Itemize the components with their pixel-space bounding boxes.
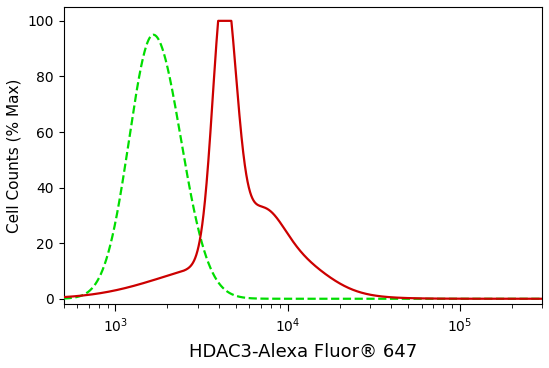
X-axis label: HDAC3-Alexa Fluor® 647: HDAC3-Alexa Fluor® 647 [189,343,417,361]
Y-axis label: Cell Counts (% Max): Cell Counts (% Max) [7,78,22,233]
